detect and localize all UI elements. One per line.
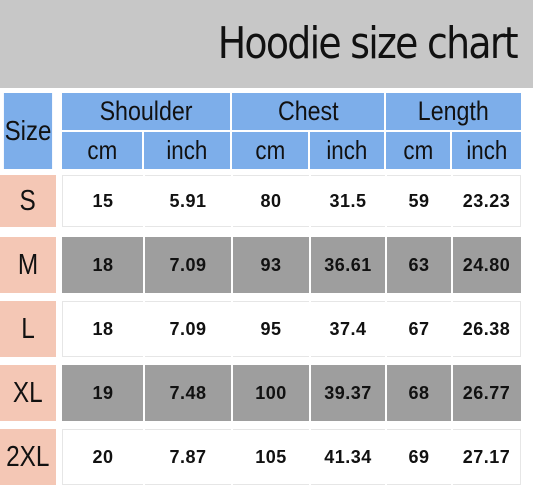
length-inch-value: 24.80 [462,254,511,275]
title-banner: Hoodie size chart [0,0,533,88]
length-cm-value: 63 [408,254,430,275]
size-cell-m: M [0,237,56,293]
shoulder-cm-value: 19 [92,382,114,403]
length-inch-value: 26.38 [462,318,511,339]
table-row [62,429,521,485]
shoulder-cm-value: 18 [92,318,114,339]
length-cm-value: 68 [408,382,430,403]
chart-title: Hoodie size chart [217,18,519,69]
chest-group-label: Chest [277,96,339,126]
column-divider [309,175,311,485]
chest-group-header: Chest [232,93,386,130]
chest-inch-header: inch [310,132,386,169]
unit-label: inch [166,135,208,165]
unit-label: cm [255,135,285,165]
chest-inch-value: 37.4 [329,318,367,339]
table-row [62,237,521,293]
length-group-header: Length [386,93,521,130]
column-divider [143,175,145,485]
size-cell-xl: XL [0,365,56,421]
table-row [62,365,521,421]
unit-label: cm [403,135,433,165]
chest-inch-value: 41.34 [324,446,372,467]
unit-label: cm [87,135,117,165]
table-row [62,301,521,357]
shoulder-inch-header: inch [144,132,232,169]
shoulder-group-header: Shoulder [62,93,232,130]
size-cell-s: S [0,175,56,227]
size-label: S [19,184,37,217]
chest-inch-value: 36.61 [324,254,372,275]
chest-cm-value: 93 [260,254,282,275]
column-divider [451,175,453,485]
shoulder-group-label: Shoulder [99,96,193,126]
column-divider [385,175,387,485]
shoulder-cm-header: cm [62,132,144,169]
shoulder-cm-value: 20 [92,446,114,467]
size-label: L [21,312,35,345]
shoulder-inch-value: 7.09 [169,318,207,339]
length-cm-value: 69 [408,446,430,467]
size-label: M [17,248,39,281]
shoulder-inch-value: 7.87 [169,446,207,467]
size-label: XL [13,376,43,409]
table-row [62,175,521,227]
shoulder-inch-value: 7.09 [169,254,207,275]
chest-inch-value: 39.37 [324,382,372,403]
chest-cm-value: 100 [255,382,287,403]
length-group-label: Length [417,96,490,126]
length-cm-value: 67 [408,318,430,339]
shoulder-inch-value: 5.91 [169,190,207,211]
chest-inch-value: 31.5 [329,190,367,211]
unit-label: inch [326,135,368,165]
length-inch-value: 23.23 [462,190,511,211]
chest-cm-value: 80 [260,190,282,211]
chest-cm-value: 105 [255,446,287,467]
length-cm-header: cm [386,132,452,169]
column-divider [231,175,233,485]
length-inch-value: 27.17 [462,446,511,467]
chest-cm-header: cm [232,132,310,169]
chest-cm-value: 95 [260,318,282,339]
size-label: 2XL [6,440,50,473]
size-column-header: Size [3,93,53,169]
shoulder-cm-value: 15 [92,190,114,211]
length-cm-value: 59 [408,190,430,211]
shoulder-cm-value: 18 [92,254,114,275]
length-inch-header: inch [452,132,521,169]
unit-label: inch [465,135,508,165]
size-cell-l: L [0,301,56,357]
length-inch-value: 26.77 [462,382,511,403]
size-cell-2xl: 2XL [0,429,56,485]
shoulder-inch-value: 7.48 [169,382,207,403]
